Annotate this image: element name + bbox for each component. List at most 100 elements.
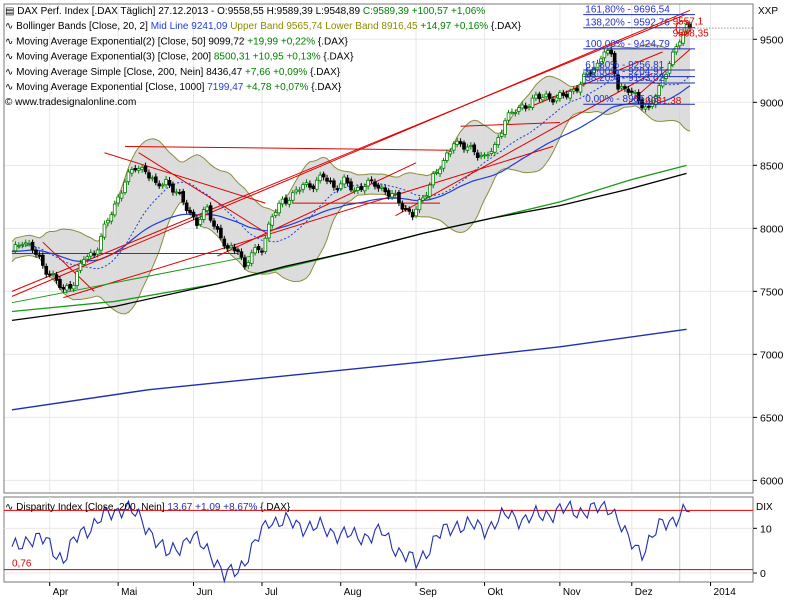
candle-body xyxy=(212,220,216,227)
candle-body xyxy=(225,245,230,249)
candle-body xyxy=(123,181,127,193)
fib-label-5: 38,20% - 9153,02 xyxy=(585,73,664,84)
candle-body xyxy=(564,93,569,98)
candle-body xyxy=(626,88,631,93)
candle-body xyxy=(356,187,360,191)
candle-body xyxy=(263,237,268,252)
legend-price-part-1: C:9589,39 +100,57 +1,06% xyxy=(363,6,485,17)
candle-body xyxy=(256,246,261,251)
legend-bollinger: ∿ Bollinger Bands [Close, 20, 2] Mid Lin… xyxy=(5,21,522,32)
candle-body xyxy=(643,106,648,110)
candle-body xyxy=(284,197,288,204)
trend-line-6 xyxy=(138,152,270,236)
sub-y-tick-label: 0 xyxy=(760,568,766,580)
candle-body xyxy=(633,92,638,94)
candle-body xyxy=(561,92,566,96)
fib-label-4: 50,00% - 9204,91 xyxy=(585,67,664,78)
legend-bollinger-part-1: Upper Band 9565,74 Lower Band 8916,45 xyxy=(230,21,420,32)
candle-body xyxy=(99,235,103,251)
candle-body xyxy=(403,208,408,210)
legend-ema2-part-0: 9099,72 xyxy=(208,36,247,47)
candle-body xyxy=(23,242,28,245)
candle-body xyxy=(458,141,463,145)
legend-ema3: ∿ Moving Average Exponential(3) [Close, … xyxy=(5,52,354,63)
y-tick-label: 8500 xyxy=(760,160,784,172)
candle-body xyxy=(660,77,665,87)
candle-body xyxy=(143,165,148,173)
legend-sma-part-1: +7,66 +0,09% xyxy=(245,67,310,78)
candle-body xyxy=(208,205,213,221)
candle-body xyxy=(397,191,401,203)
disparity-panel: 0,76 0 10 DIX ∿ Disparity Index [Close, 200,… xyxy=(4,497,773,584)
candle-body xyxy=(164,179,168,186)
legend-sma-part-2: {.DAX} xyxy=(310,67,341,78)
candle-body xyxy=(150,177,155,180)
legend-price: ▤ DAX Perf. Index [.DAX Täglich] 27.12.2… xyxy=(5,6,485,17)
candle-body xyxy=(554,97,559,102)
x-tick-label: Okt xyxy=(488,587,504,598)
candle-body xyxy=(410,211,415,218)
candle-body xyxy=(469,145,473,148)
candle-body xyxy=(177,192,182,194)
candle-body xyxy=(530,97,535,108)
candle-body xyxy=(277,202,281,214)
candle-body xyxy=(314,179,319,190)
x-tick-label: Apr xyxy=(53,587,69,598)
candle-body xyxy=(434,172,439,174)
candle-body xyxy=(571,88,576,92)
candle-body xyxy=(157,183,162,187)
candle-body xyxy=(407,208,412,212)
candle-body xyxy=(455,140,459,145)
candle-body xyxy=(47,273,52,276)
candle-body xyxy=(304,182,309,185)
candle-body xyxy=(64,285,69,291)
legend-ema2: ∿ Moving Average Exponential(2) [Close, … xyxy=(5,36,349,47)
y-tick-label: 8000 xyxy=(760,223,784,235)
candle-body xyxy=(229,245,233,249)
candle-body xyxy=(417,199,422,211)
candle-body xyxy=(424,195,429,198)
trend-line-9 xyxy=(395,72,653,217)
candle-body xyxy=(126,171,131,183)
candle-body xyxy=(588,72,593,75)
x-tick-label: Sep xyxy=(419,587,437,598)
candle-body xyxy=(523,105,528,109)
candle-body xyxy=(239,251,244,258)
candle-body xyxy=(373,181,377,187)
candle-body xyxy=(345,177,350,184)
candle-body xyxy=(82,259,86,265)
candle-body xyxy=(171,183,175,193)
candle-body xyxy=(493,144,497,153)
candle-body xyxy=(68,284,73,289)
candle-body xyxy=(451,143,456,151)
candle-body xyxy=(681,31,685,44)
candle-body xyxy=(201,209,206,220)
legend-ema3-prefix: ∿ Moving Average Exponential(3) [Close, … xyxy=(5,52,214,63)
y-tick-label: 7000 xyxy=(760,349,784,361)
candle-body xyxy=(44,266,49,275)
fib-label-0: 161,80% - 9696,54 xyxy=(585,5,670,16)
candle-body xyxy=(85,256,90,260)
candle-body xyxy=(195,217,199,226)
fib-label-2: 100,00% - 9424,79 xyxy=(585,39,670,50)
candle-body xyxy=(290,192,295,201)
candle-body xyxy=(599,58,603,64)
candle-body xyxy=(486,154,490,157)
trend-lines xyxy=(11,9,691,304)
legend-ema2-prefix: ∿ Moving Average Exponential(2) [Close, … xyxy=(5,36,208,47)
trend-line-10 xyxy=(460,121,560,127)
candle-body xyxy=(540,97,545,101)
candle-body xyxy=(119,192,124,199)
sub-y-tick-label: 10 xyxy=(760,523,772,535)
candle-body xyxy=(280,198,285,205)
candle-body xyxy=(619,86,624,89)
candle-body xyxy=(657,85,661,96)
trend-line-0 xyxy=(11,13,687,292)
price-label-0: 9557,1 xyxy=(673,17,704,28)
candle-body xyxy=(154,176,158,183)
price-label-1: 9568,35 xyxy=(673,29,710,40)
candle-body xyxy=(527,106,531,108)
candle-body xyxy=(465,146,470,151)
candle-body xyxy=(585,71,590,75)
